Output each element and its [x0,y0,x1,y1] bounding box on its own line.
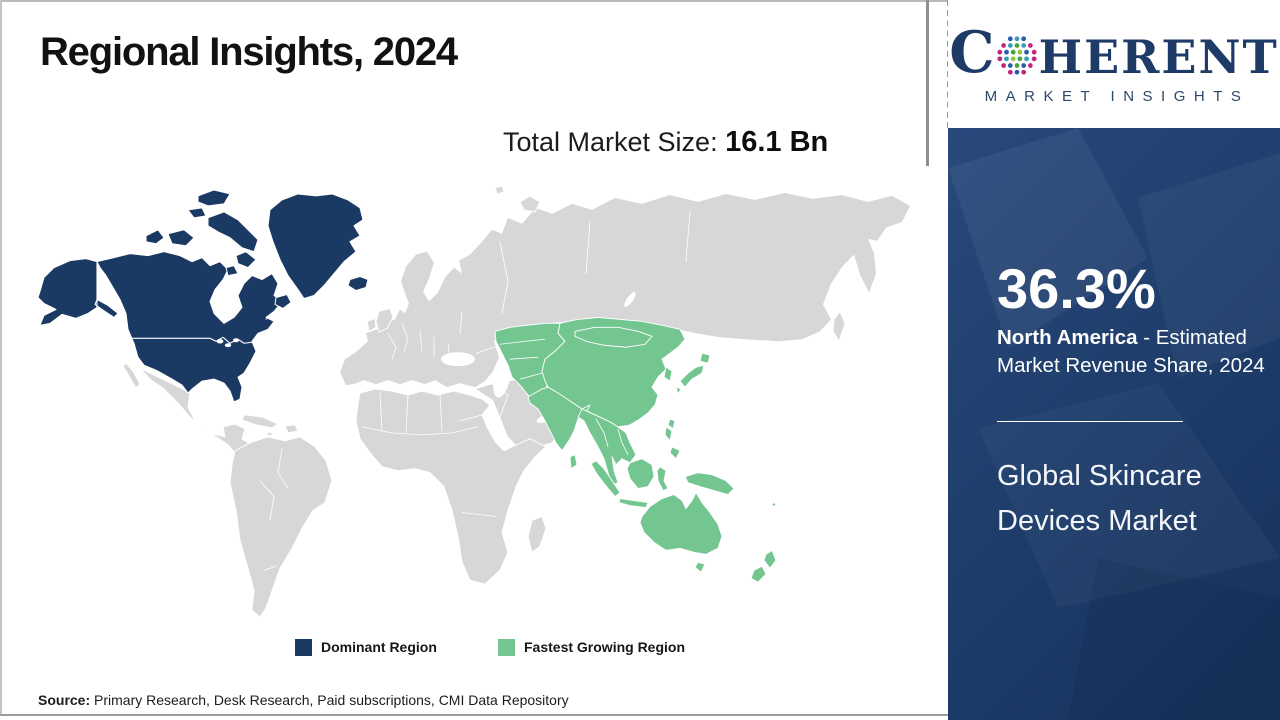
source-text: Primary Research, Desk Research, Paid su… [90,692,569,708]
us-canada-border [130,336,253,344]
total-market-size: Total Market Size: 16.1 Bn [503,126,828,159]
source-line: Source: Primary Research, Desk Research,… [38,692,569,708]
page-title: Regional Insights, 2024 [40,30,458,74]
legend-item-dominant: Dominant Region [295,634,437,660]
sidebar-divider [997,421,1183,422]
logo-letter-c: C [949,18,995,86]
region-asia-pacific-fastest-growing [494,316,777,583]
dominant-region-label: Dominant Region [321,639,437,655]
logo-letters-rest: HERENT [1038,29,1279,84]
top-border [0,0,1280,2]
map-legend: Dominant Region Fastest Growing Region [0,634,948,660]
brand-logo: C HERENT MARKET INSIGHTS [948,0,1280,128]
content-right-edge [926,0,929,166]
logo-subtitle: MARKET INSIGHTS [984,87,1250,105]
highlight-sidebar: 36.3% North America - Estimated Market R… [948,128,1280,720]
source-label: Source: [38,692,91,708]
total-market-size-value: 16.1 Bn [725,126,829,158]
left-border [0,0,2,716]
legend-item-fastest-growing: Fastest Growing Region [498,634,685,660]
market-share-suffix: - Estimated Market Revenue Share, 2024 [997,326,1265,377]
fastest-growing-region-label: Fastest Growing Region [524,639,686,655]
brand-wordmark: C HERENT [949,24,1278,81]
sidebar-map-texture [948,128,1280,720]
fastest-growing-region-swatch [498,638,515,656]
total-market-size-label: Total Market Size: [503,127,726,157]
market-share-description: North America - Estimated Market Revenue… [997,324,1267,380]
market-share-region: North America [997,326,1138,349]
dotted-globe-icon [997,35,1037,75]
region-north-america-dominant [37,189,369,403]
report-title: Global Skincare Devices Market [997,460,1202,537]
market-share-value: 36.3% [997,257,1156,320]
bottom-border [0,714,948,716]
region-other-countries [122,185,910,618]
world-map [30,182,940,620]
dominant-region-swatch [295,638,312,656]
